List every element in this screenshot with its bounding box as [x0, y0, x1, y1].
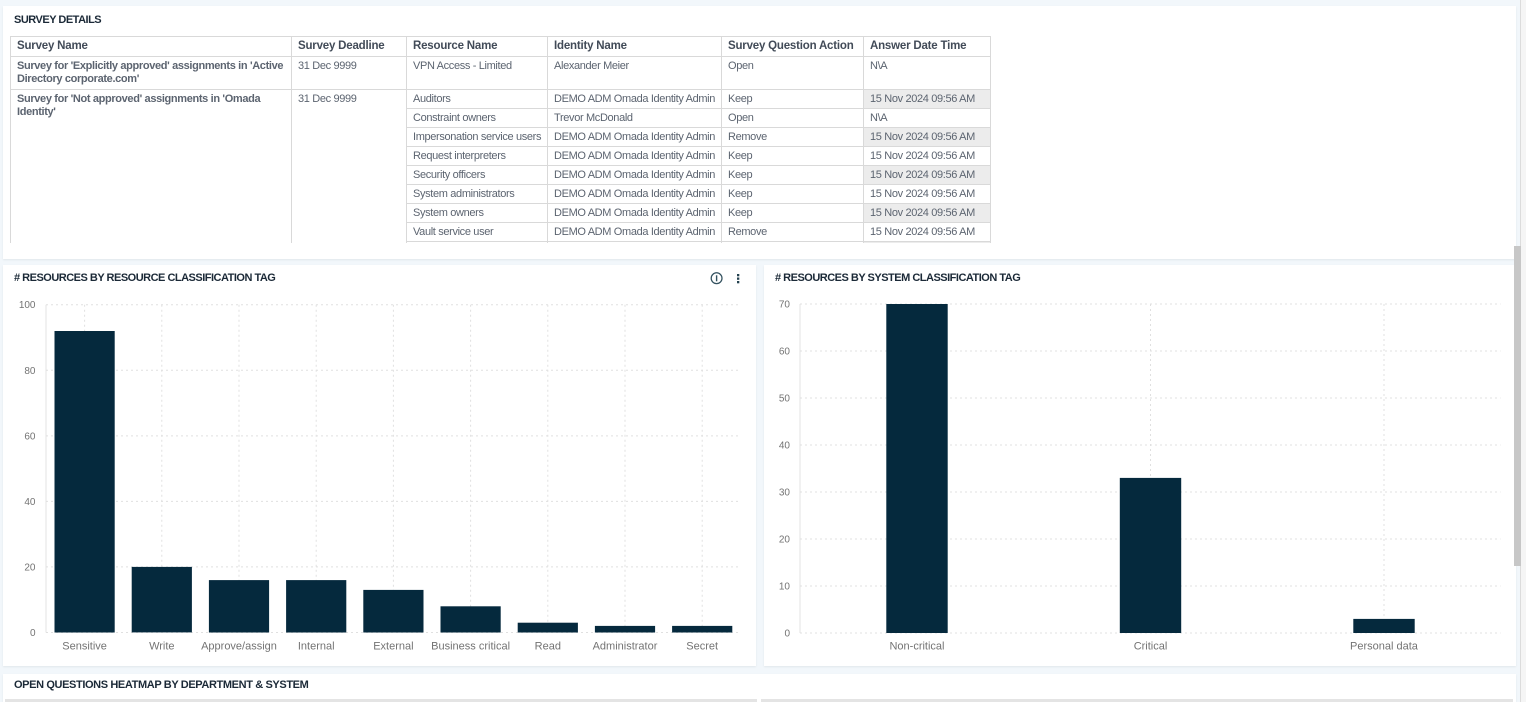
svg-text:30: 30 [779, 488, 791, 499]
svg-text:Read: Read [535, 641, 561, 653]
svg-text:Internal: Internal [298, 641, 335, 653]
svg-text:Non-critical: Non-critical [889, 641, 944, 653]
svg-text:10: 10 [779, 582, 791, 593]
svg-text:20: 20 [779, 535, 791, 546]
svg-text:100: 100 [19, 300, 36, 311]
svg-text:Business critical: Business critical [431, 641, 510, 653]
svg-text:0: 0 [784, 629, 790, 640]
svg-text:60: 60 [24, 431, 36, 442]
svg-text:Sensitive: Sensitive [62, 641, 107, 653]
svg-text:Critical: Critical [1134, 641, 1168, 653]
svg-text:Secret: Secret [686, 641, 718, 653]
svg-text:Personal data: Personal data [1350, 641, 1419, 653]
svg-text:External: External [373, 641, 413, 653]
svg-text:50: 50 [779, 394, 791, 405]
svg-text:Write: Write [149, 641, 174, 653]
svg-text:40: 40 [779, 441, 791, 452]
svg-text:70: 70 [779, 300, 791, 311]
svg-text:20: 20 [24, 562, 36, 573]
svg-text:80: 80 [24, 366, 36, 377]
svg-text:0: 0 [30, 628, 36, 639]
svg-text:40: 40 [24, 497, 36, 508]
svg-text:Administrator: Administrator [593, 641, 658, 653]
svg-text:60: 60 [779, 347, 791, 358]
svg-text:Approve/assign: Approve/assign [201, 641, 277, 653]
